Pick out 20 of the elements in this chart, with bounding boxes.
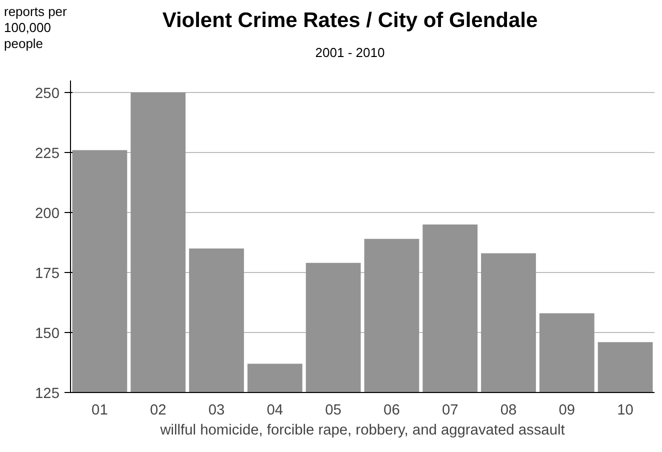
x-tick-label: 03 bbox=[208, 402, 225, 418]
x-tick-label: 08 bbox=[500, 402, 517, 418]
y-tick-label: 200 bbox=[35, 206, 60, 222]
y-tick-label: 225 bbox=[35, 146, 60, 162]
x-tick-label: 10 bbox=[617, 402, 634, 418]
y-tick-label: 125 bbox=[35, 386, 60, 402]
y-axis-title: reports per 100,000 people bbox=[4, 4, 67, 52]
chart-subtitle: 2001 - 2010 bbox=[314, 44, 386, 62]
y-tick-label: 250 bbox=[35, 86, 60, 102]
y-tick-label: 175 bbox=[35, 266, 60, 282]
x-tick-label: 05 bbox=[325, 402, 342, 418]
x-tick-label: 01 bbox=[92, 402, 108, 418]
x-tick-label: 04 bbox=[266, 402, 284, 418]
x-tick-label: 02 bbox=[150, 402, 166, 418]
x-tick-label: 07 bbox=[442, 402, 458, 418]
chart-title: Violent Crime Rates / City of Glendale bbox=[161, 8, 539, 34]
x-tick-label: 06 bbox=[384, 402, 400, 418]
y-tick-label: 150 bbox=[35, 326, 60, 342]
x-tick-label: 09 bbox=[558, 402, 576, 418]
x-axis-title: willful homicide, forcible rape, robbery, and aggravated assault bbox=[159, 422, 565, 438]
